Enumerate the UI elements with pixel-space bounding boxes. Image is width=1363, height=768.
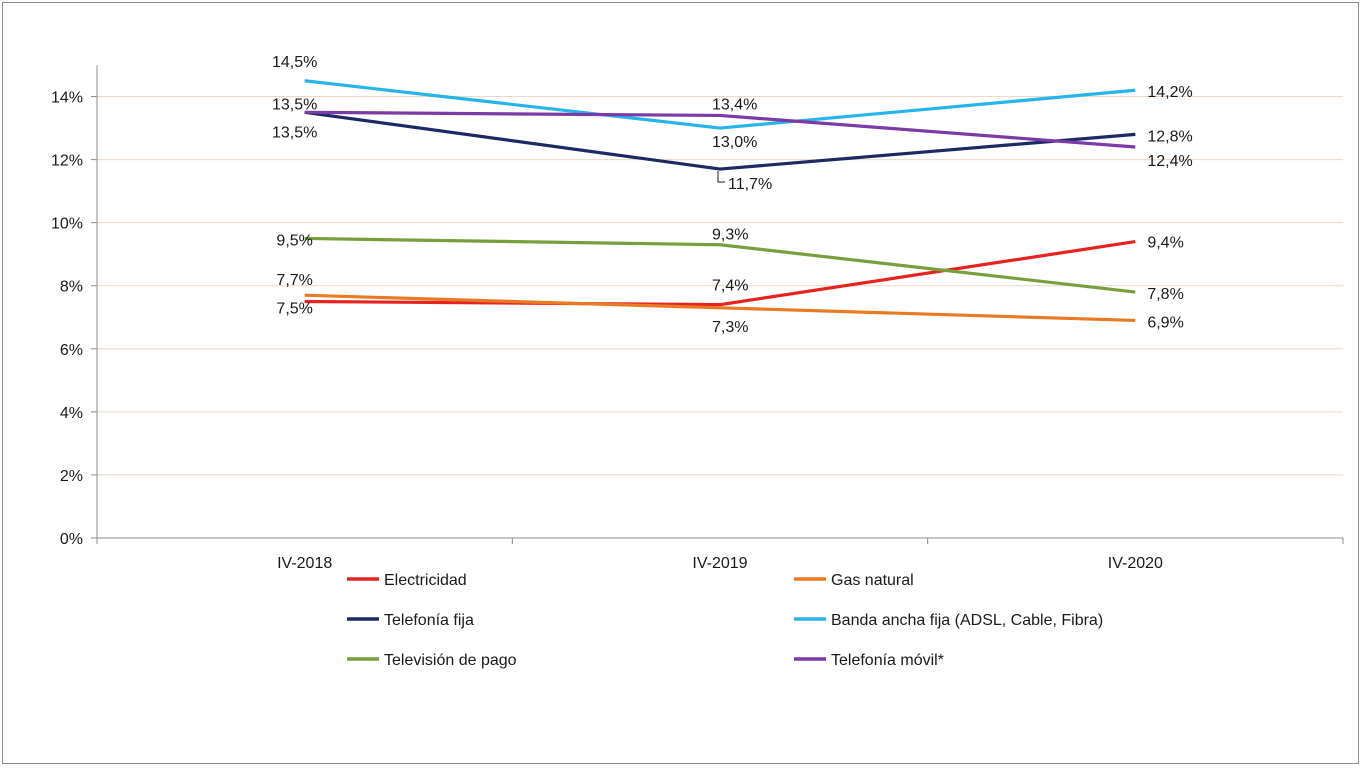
label-leader-line [717,171,725,183]
legend-label-2: Gas natural [831,572,914,589]
x-category-label: IV-2020 [1108,555,1163,572]
data-label: 6,9% [1147,314,1183,331]
data-label: 13,0% [712,134,757,151]
y-tick-label: 0% [60,531,83,548]
series-line-5 [304,236,1136,294]
y-tick-label: 6% [60,342,83,359]
legend-label-1: Electricidad [384,572,467,589]
data-label: 9,3% [712,227,748,244]
x-category-label: IV-2019 [692,555,747,572]
y-tick-label: 14% [51,90,83,107]
data-label: 13,5% [272,124,317,141]
axes: 0% 2% 4% 6% 8% 10% 12% 14% IV-2018 IV-2019 IV-2020 [51,65,1344,572]
data-label: 9,5% [276,232,312,249]
gridlines [97,96,1343,476]
data-label: 7,4% [712,278,748,295]
data-label: 13,4% [712,96,757,113]
series-line-3 [304,110,1136,171]
y-tick-label: 10% [51,216,83,233]
data-label: 7,5% [276,301,312,318]
data-label: 14,5% [272,54,317,71]
legend-label-4: Banda ancha fija (ADSL, Cable, Fibra) [831,612,1103,629]
x-category-label: IV-2018 [277,555,332,572]
data-label: 7,3% [712,319,748,336]
data-label: 7,8% [1147,286,1183,303]
data-label: 7,7% [276,272,312,289]
data-labels: 7,5% 7,4% 9,4% 7,7% 7,3% 6,9% 13,5% 11,7% 12,8% 1… [272,54,1193,336]
y-tick-label: 4% [60,405,83,422]
y-tick-label: 2% [60,468,83,485]
data-label: 13,5% [272,96,317,113]
data-label: 11,7% [728,176,772,193]
legend-label-5: Televisión de pago [384,652,517,669]
data-label: 12,4% [1147,153,1192,170]
series-lines [304,79,1136,323]
y-tick-label: 8% [60,279,83,296]
data-label: 9,4% [1147,235,1183,252]
series-line-1 [304,240,1136,307]
legend: Electricidad Gas natural Telefonía fija Ban… [347,572,1103,669]
line-chart: 0% 2% 4% 6% 8% 10% 12% 14% IV-2018 IV-2019 IV-2020… [51,54,1344,669]
data-label: 12,8% [1147,128,1192,145]
legend-label-3: Telefonía fija [384,612,474,629]
series-line-4 [304,79,1136,130]
legend-label-6: Telefonía móvil* [831,652,944,669]
series-line-2 [304,293,1136,323]
data-label: 14,2% [1147,84,1192,101]
series-line-6 [304,110,1136,149]
y-tick-label: 12% [51,153,83,170]
